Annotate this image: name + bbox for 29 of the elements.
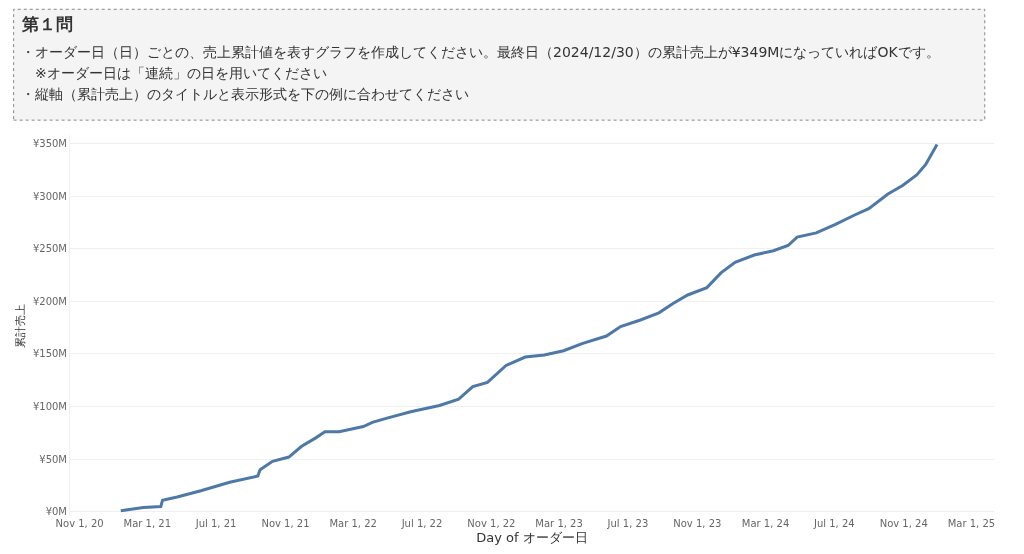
x-tick-label: Mar 1, 22 [329,518,377,529]
chart-subtitle: ・オーダー日（日）ごとの、売上累計値を表すグラフを作成してください。最終日（2024/12/30）の累計売上が¥349MになっていればOKです。 [21,44,940,60]
y-tick-label: ¥100M [32,401,67,413]
x-tick-label: Nov 1, 21 [261,518,310,529]
x-tick-label: Nov 1, 20 [55,518,104,529]
x-tick-label: Mar 1, 23 [535,518,583,529]
y-tick-label: ¥50M [39,453,67,465]
y-tick-label: ¥150M [32,348,67,360]
x-tick-label: Nov 1, 24 [879,518,928,529]
x-tick-label: Mar 1, 21 [123,518,172,529]
x-tick-label: Nov 1, 23 [673,518,722,529]
y-tick-label: ¥200M [32,295,67,307]
chart-title: 第１問 [21,14,73,34]
y-tick-label: ¥350M [32,137,67,149]
x-tick-label: Mar 1, 25 [947,518,996,529]
x-axis-title: Day of オーダー日 [476,529,588,545]
x-tick-label: Jul 1, 24 [813,518,855,529]
text: ・縦軸（累計売上）のタイトルと表示形式を下の例に合わせてください [21,86,469,102]
y-axis-title: 累計売上 [13,303,27,348]
line-series [119,142,939,513]
x-tick-label: Jul 1, 23 [606,518,649,529]
text: ※オーダー日は「連続」の日を用いてください [21,65,327,81]
y-tick-label: ¥250M [32,243,67,255]
y-tick-label: ¥300M [32,190,67,202]
x-tick-label: Mar 1, 24 [741,518,790,529]
x-tick-label: Nov 1, 22 [467,518,516,529]
y-tick-label: ¥0M [45,506,67,518]
x-tick-label: Jul 1, 22 [400,518,443,529]
x-tick-label: Jul 1, 21 [194,518,237,529]
